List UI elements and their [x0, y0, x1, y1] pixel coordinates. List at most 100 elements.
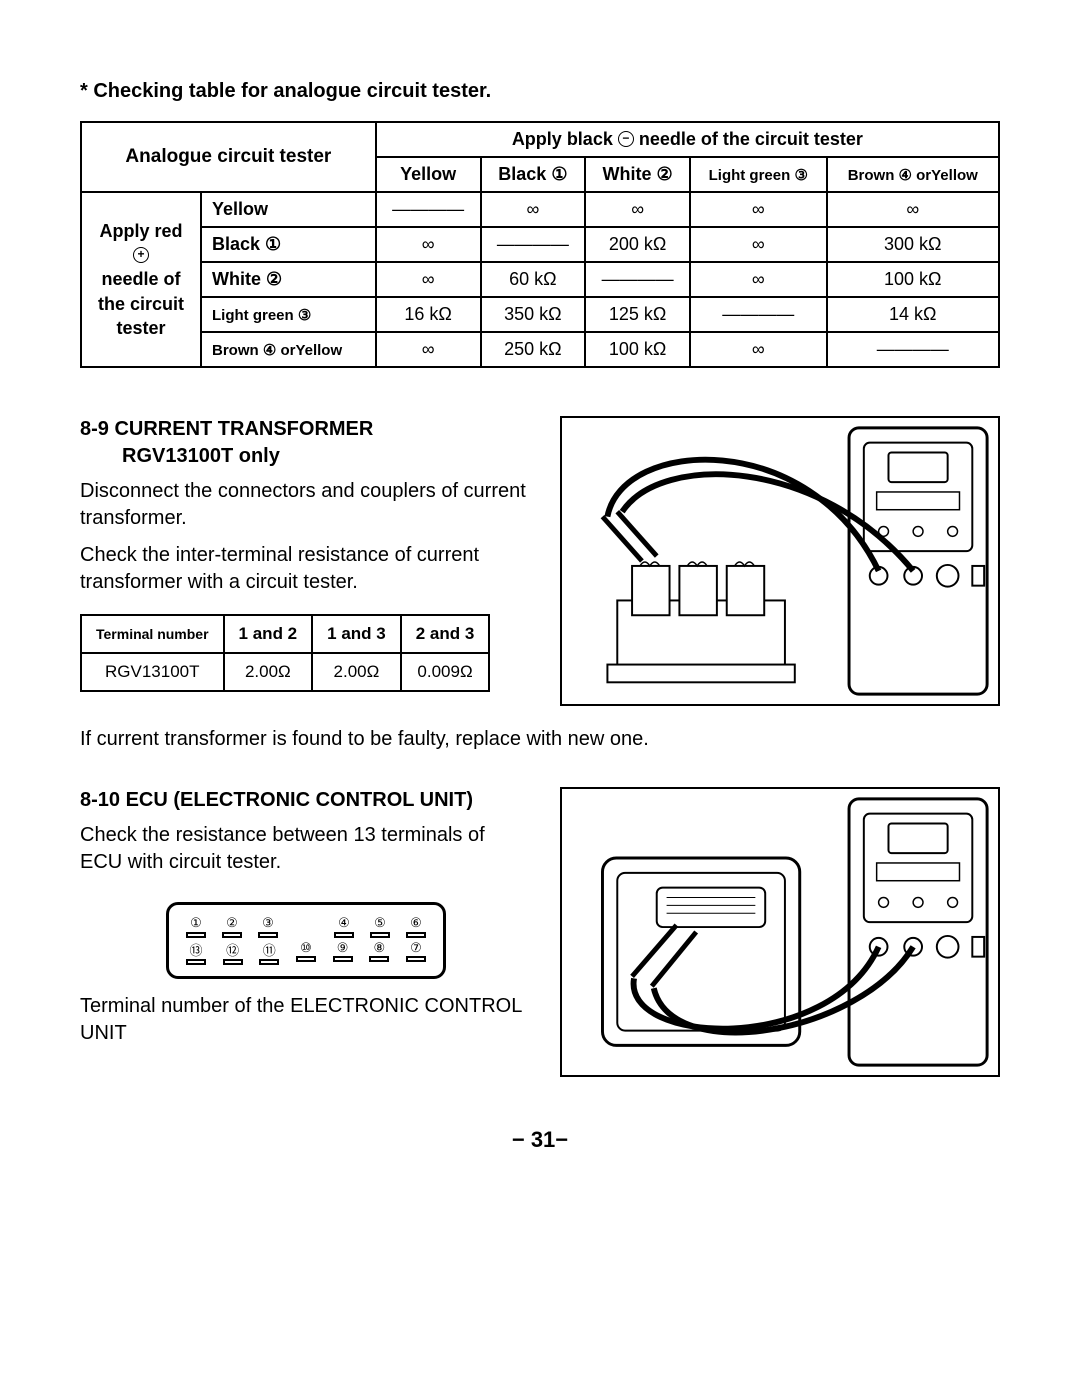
cell: ∞ — [585, 192, 690, 227]
cell: 125 kΩ — [585, 297, 690, 332]
cell: ―――― — [481, 227, 586, 262]
cell: ∞ — [376, 262, 481, 297]
term-header: 1 and 3 — [312, 615, 401, 653]
pin-label: ⑫ — [226, 940, 239, 959]
table-row: White ② ∞ 60 kΩ ―――― ∞ 100 kΩ — [81, 262, 999, 297]
pin-label: ⑨ — [337, 940, 349, 956]
connector-row-top: ① ② ③ ④ ⑤ ⑥ — [183, 915, 429, 938]
col-header: Yellow — [376, 157, 481, 192]
col-header: Brown ④ orYellow — [827, 157, 999, 192]
pin-label: ② — [226, 915, 238, 931]
connector-pin: ⑩ — [293, 940, 319, 966]
pin-slot-icon — [222, 932, 242, 938]
cell: 60 kΩ — [481, 262, 586, 297]
col-header: White ② — [585, 157, 690, 192]
red-header: Apply red — [99, 221, 182, 241]
connector-pin: ② — [219, 915, 245, 938]
cell: 2.00Ω — [312, 653, 401, 691]
cell: 350 kΩ — [481, 297, 586, 332]
connector-pin: ⑪ — [256, 940, 282, 966]
connector-pin: ⑦ — [403, 940, 429, 966]
cell: ∞ — [690, 227, 827, 262]
cell: 0.009Ω — [401, 653, 490, 691]
pin-slot-icon — [406, 956, 426, 962]
pin-slot-icon — [334, 932, 354, 938]
pin-slot-icon — [333, 956, 353, 962]
row-label: Yellow — [201, 192, 376, 227]
pin-label: ⑩ — [300, 940, 312, 956]
sec89-para1: Disconnect the connectors and couplers o… — [80, 478, 532, 532]
cell: 16 kΩ — [376, 297, 481, 332]
row-label: Light green ③ — [201, 297, 376, 332]
pin-slot-icon — [258, 932, 278, 938]
pin-label: ④ — [338, 915, 350, 931]
sec89-after: If current transformer is found to be fa… — [80, 726, 1000, 753]
sec810-heading: 8-10 ECU (ELECTRONIC CONTROL UNIT) — [80, 787, 532, 814]
pin-slot-icon — [186, 932, 206, 938]
black-header-pre: Apply black — [512, 129, 618, 149]
sec810-para: Check the resistance between 13 terminal… — [80, 822, 532, 876]
page-number: − 31− — [80, 1127, 1000, 1153]
row-label: Brown ④ orYellow — [201, 332, 376, 367]
cell: 100 kΩ — [585, 332, 690, 367]
table-row: Black ① ∞ ―――― 200 kΩ ∞ 300 kΩ — [81, 227, 999, 262]
cell: ∞ — [376, 227, 481, 262]
minus-icon: − — [618, 131, 634, 147]
pin-slot-icon — [370, 932, 390, 938]
sec89-heading1: 8-9 CURRENT TRANSFORMER — [80, 418, 373, 440]
cell: ∞ — [827, 192, 999, 227]
ecu-illustration-icon — [562, 789, 998, 1075]
cell: ∞ — [690, 332, 827, 367]
red-header: tester — [116, 318, 165, 338]
analogue-checking-table: Analogue circuit tester Apply black − ne… — [80, 121, 1000, 368]
sec89-heading2: RGV13100T only — [80, 445, 280, 467]
pin-slot-icon — [186, 959, 206, 965]
figure-current-transformer — [560, 416, 1000, 706]
col-header: Black ① — [481, 157, 586, 192]
cell: ∞ — [690, 192, 827, 227]
term-header: 1 and 2 — [224, 615, 313, 653]
black-header-post: needle of the circuit tester — [639, 129, 863, 149]
pin-label: ⑬ — [189, 940, 202, 959]
cell: 250 kΩ — [481, 332, 586, 367]
connector-row-bottom: ⑬ ⑫ ⑪ ⑩ ⑨ ⑧ ⑦ — [183, 940, 429, 966]
red-header: the circuit — [98, 294, 184, 314]
pin-slot-icon — [296, 956, 316, 962]
connector-pin: ⑨ — [330, 940, 356, 966]
pin-label: ① — [190, 915, 202, 931]
term-header: 2 and 3 — [401, 615, 490, 653]
page-title: * Checking table for analogue circuit te… — [80, 80, 1000, 103]
pin-label: ⑪ — [263, 940, 276, 959]
connector-pin: ⑬ — [183, 940, 209, 966]
transformer-illustration-icon — [562, 418, 998, 704]
connector-pin: ④ — [331, 915, 357, 938]
cell: 100 kΩ — [827, 262, 999, 297]
table-row: Light green ③ 16 kΩ 350 kΩ 125 kΩ ―――― 1… — [81, 297, 999, 332]
plus-icon: + — [133, 247, 149, 263]
ecu-connector-diagram: ① ② ③ ④ ⑤ ⑥ ⑬ ⑫ ⑪ ⑩ ⑨ ⑧ ⑦ — [166, 902, 446, 979]
cell: 300 kΩ — [827, 227, 999, 262]
cell: 200 kΩ — [585, 227, 690, 262]
connector-pin: ⑧ — [366, 940, 392, 966]
term-header: Terminal number — [81, 615, 224, 653]
table-corner-label: Analogue circuit tester — [125, 146, 331, 167]
cell: RGV13100T — [81, 653, 224, 691]
table-row: Brown ④ orYellow ∞ 250 kΩ 100 kΩ ∞ ―――― — [81, 332, 999, 367]
pin-label: ⑥ — [410, 915, 422, 931]
cell: ∞ — [690, 262, 827, 297]
sec89-para2: Check the inter-terminal resistance of c… — [80, 542, 532, 596]
pin-label: ⑤ — [374, 915, 386, 931]
col-header: Light green ③ — [690, 157, 827, 192]
connector-pin: ⑥ — [403, 915, 429, 938]
pin-slot-icon — [223, 959, 243, 965]
cell: ∞ — [376, 332, 481, 367]
connector-pin: ③ — [255, 915, 281, 938]
table-row: RGV13100T 2.00Ω 2.00Ω 0.009Ω — [81, 653, 489, 691]
red-header: needle of — [101, 269, 180, 289]
connector-pin: ① — [183, 915, 209, 938]
table-row: Apply red + needle of the circuit tester… — [81, 192, 999, 227]
sec810-caption: Terminal number of the ELECTRONIC CONTRO… — [80, 993, 532, 1047]
pin-slot-icon — [259, 959, 279, 965]
pin-slot-icon — [406, 932, 426, 938]
pin-label: ⑦ — [410, 940, 422, 956]
